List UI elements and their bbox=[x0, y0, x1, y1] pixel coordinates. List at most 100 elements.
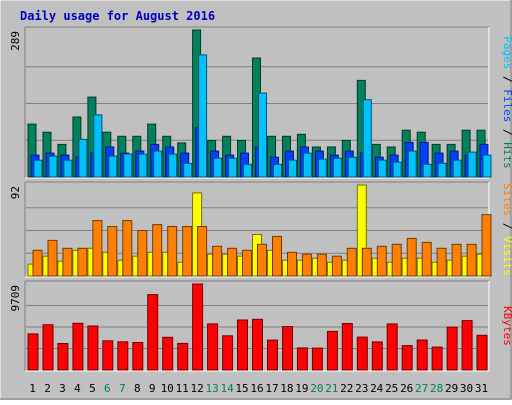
bar-kbytes-day-18 bbox=[282, 326, 293, 371]
bar-kbytes-day-21 bbox=[326, 330, 338, 371]
label-separator: / bbox=[501, 122, 512, 142]
bar-kbytes-day-25 bbox=[386, 323, 398, 371]
bar-kbytes-day-15 bbox=[237, 319, 248, 371]
bar-sites-day-7 bbox=[122, 220, 133, 277]
bar-sites-day-28 bbox=[436, 247, 447, 277]
day-label-9: 9 bbox=[149, 382, 156, 395]
bar-pages-day-4 bbox=[78, 138, 88, 178]
bar-kbytes-day-1 bbox=[27, 333, 39, 371]
bar-sites-day-18 bbox=[287, 251, 297, 277]
label-separator: / bbox=[501, 216, 512, 236]
legend-label-pages: Pages bbox=[501, 36, 512, 69]
bar-sites-day-20 bbox=[316, 253, 327, 277]
day-label-12: 12 bbox=[190, 382, 203, 395]
bar-pages-day-15 bbox=[243, 163, 252, 178]
bar-pages-day-8 bbox=[138, 153, 148, 178]
bar-kbytes-day-4 bbox=[72, 322, 84, 371]
bar-kbytes-day-10 bbox=[162, 336, 174, 371]
panel-hits-files-pages: 289 Pages / Files / Hits bbox=[9, 26, 512, 179]
bar-pages-day-1 bbox=[33, 159, 43, 178]
day-label-10: 10 bbox=[161, 382, 174, 395]
day-label-23: 23 bbox=[355, 382, 368, 395]
bar-sites-day-26 bbox=[406, 237, 417, 277]
bar-pages-day-23 bbox=[362, 99, 372, 178]
bar-sites-day-11 bbox=[182, 226, 193, 277]
bar-kbytes-day-8 bbox=[132, 342, 144, 371]
bar-pages-day-10 bbox=[168, 153, 178, 178]
bar-sites-day-24 bbox=[376, 245, 387, 277]
bar-pages-day-28 bbox=[437, 162, 447, 178]
bar-sites-day-6 bbox=[107, 226, 118, 277]
panel-side-label: KBytes bbox=[501, 306, 512, 346]
panel-max-label: 92 bbox=[9, 186, 22, 199]
day-label-18: 18 bbox=[280, 382, 293, 395]
bar-kbytes-day-12 bbox=[192, 283, 204, 371]
bar-kbytes-day-31 bbox=[476, 334, 488, 371]
bar-sites-day-22 bbox=[346, 247, 357, 277]
bar-pages-day-16 bbox=[258, 92, 267, 178]
bar-pages-day-18 bbox=[288, 159, 297, 178]
day-label-25: 25 bbox=[385, 382, 398, 395]
panel-visits-sites: 92 Sites / Visits bbox=[9, 181, 512, 278]
day-label-3: 3 bbox=[59, 382, 66, 395]
day-label-5: 5 bbox=[89, 382, 96, 395]
bar-sites-day-10 bbox=[167, 226, 178, 277]
day-label-4: 4 bbox=[74, 382, 81, 395]
bar-pages-day-19 bbox=[302, 152, 312, 178]
day-label-7: 7 bbox=[119, 382, 126, 395]
day-label-15: 15 bbox=[235, 382, 248, 395]
panel-side-label: Sites / Visits bbox=[501, 183, 512, 276]
bar-sites-day-15 bbox=[242, 249, 252, 277]
bar-pages-day-5 bbox=[93, 114, 103, 178]
bar-pages-day-30 bbox=[467, 151, 477, 178]
bar-pages-day-17 bbox=[273, 163, 282, 178]
bar-kbytes-day-20 bbox=[311, 347, 323, 371]
bar-sites-day-27 bbox=[421, 241, 432, 277]
day-label-2: 2 bbox=[44, 382, 51, 395]
legend-label-kbytes: KBytes bbox=[501, 306, 512, 346]
bar-pages-day-25 bbox=[392, 161, 402, 178]
bar-pages-day-29 bbox=[452, 159, 462, 178]
bar-pages-day-13 bbox=[213, 157, 223, 178]
legend-label-files: Files bbox=[501, 89, 512, 122]
bar-sites-day-12 bbox=[197, 226, 208, 277]
day-label-22: 22 bbox=[340, 382, 353, 395]
day-label-29: 29 bbox=[445, 382, 458, 395]
panel-max-label: 9709 bbox=[9, 285, 22, 312]
bar-pages-day-7 bbox=[123, 153, 133, 178]
day-label-20: 20 bbox=[310, 382, 323, 395]
bar-pages-day-20 bbox=[317, 158, 327, 178]
day-label-30: 30 bbox=[460, 382, 473, 395]
bar-sites-day-31 bbox=[481, 214, 492, 277]
bar-kbytes-day-27 bbox=[416, 339, 428, 371]
bar-pages-day-22 bbox=[347, 156, 357, 178]
bar-pages-day-14 bbox=[228, 157, 238, 178]
legend-label-sites: Sites bbox=[501, 183, 512, 216]
day-label-14: 14 bbox=[220, 382, 234, 395]
day-label-24: 24 bbox=[370, 382, 384, 395]
bar-kbytes-day-7 bbox=[117, 341, 129, 371]
day-label-6: 6 bbox=[104, 382, 111, 395]
bar-pages-day-31 bbox=[482, 154, 492, 178]
bar-kbytes-day-28 bbox=[431, 346, 443, 371]
bar-sites-day-13 bbox=[212, 245, 223, 277]
day-label-19: 19 bbox=[295, 382, 308, 395]
bar-pages-day-26 bbox=[407, 150, 417, 178]
bar-kbytes-day-14 bbox=[222, 335, 234, 371]
bar-sites-day-14 bbox=[227, 247, 238, 277]
chart-title: Daily usage for August 2016 bbox=[20, 9, 215, 23]
bar-sites-day-21 bbox=[331, 255, 342, 277]
legend-label-visits: Visits bbox=[501, 236, 512, 276]
bar-kbytes-day-11 bbox=[177, 342, 189, 371]
bar-kbytes-day-2 bbox=[42, 324, 54, 371]
bar-sites-day-30 bbox=[466, 243, 477, 277]
bar-kbytes-day-3 bbox=[57, 343, 69, 371]
bar-kbytes-day-16 bbox=[252, 318, 263, 371]
day-axis-labels: 1 2 3 4 5 6 7 8 9 10 11 12 13 14 15 16 17 18 19 20 21 22 23 24 2… bbox=[29, 382, 488, 395]
day-label-8: 8 bbox=[134, 382, 141, 395]
day-label-21: 21 bbox=[325, 382, 338, 395]
day-label-27: 27 bbox=[415, 382, 428, 395]
bar-kbytes-day-23 bbox=[356, 336, 368, 371]
bar-sites-day-2 bbox=[47, 239, 58, 277]
